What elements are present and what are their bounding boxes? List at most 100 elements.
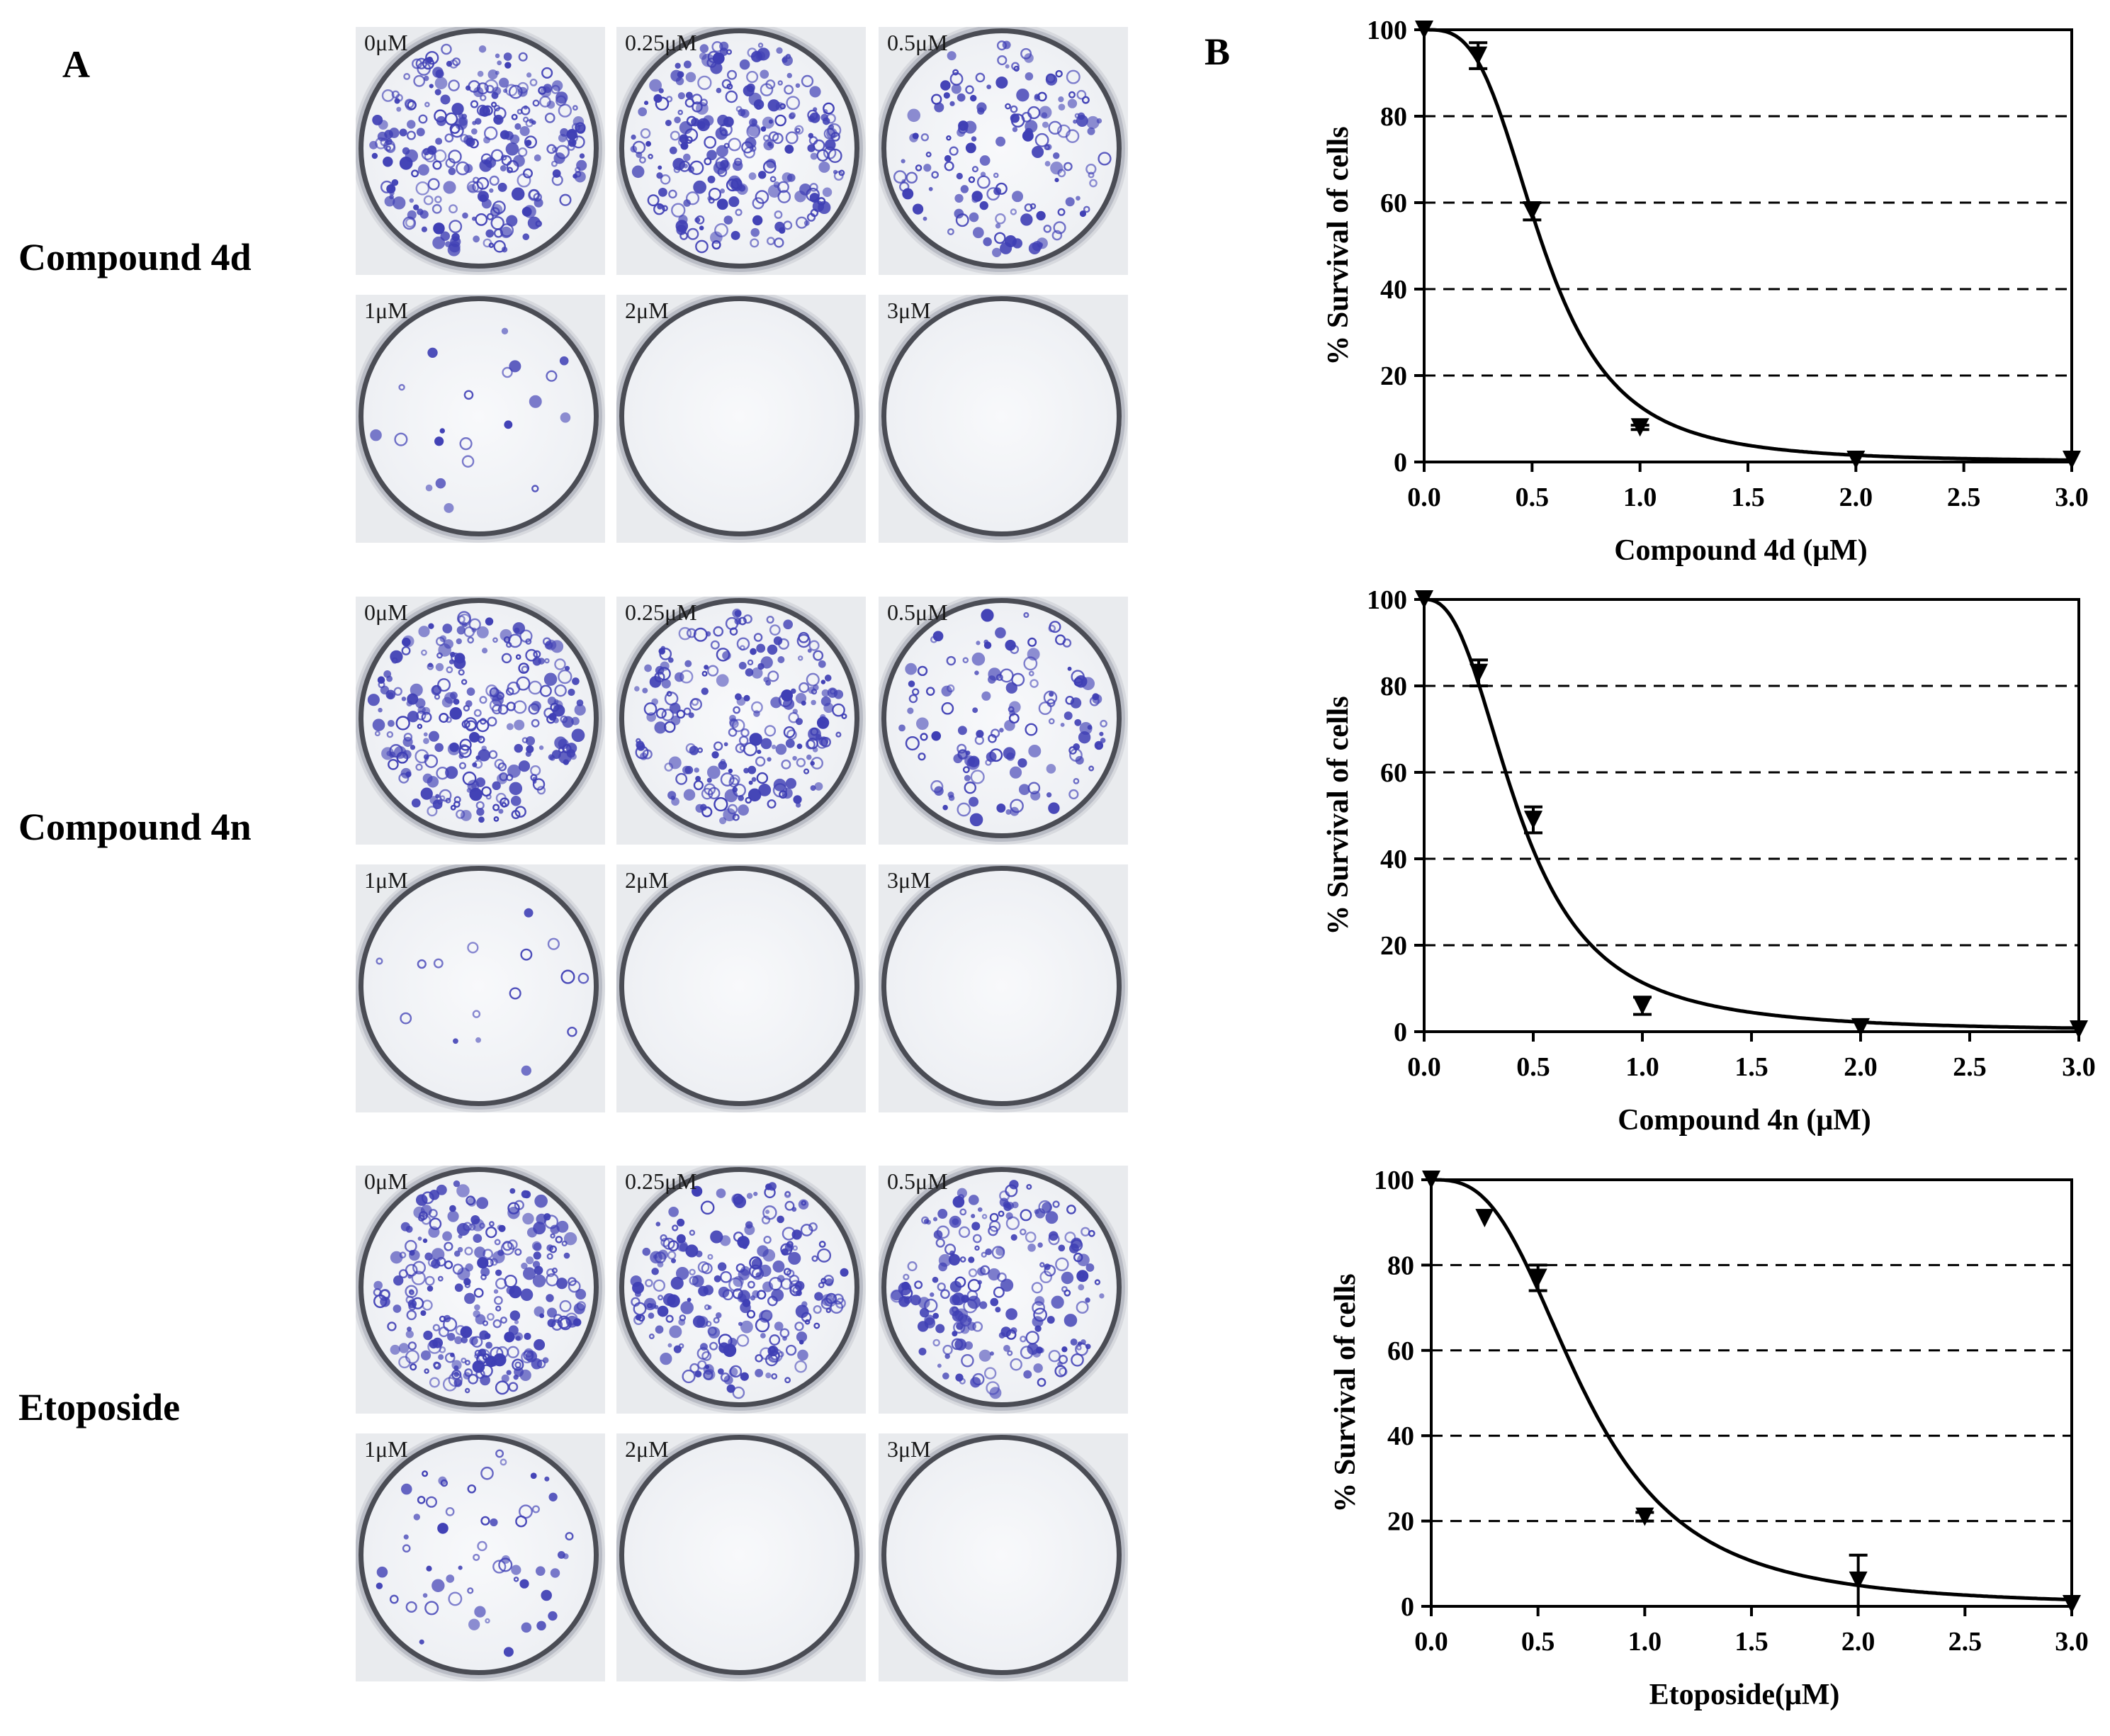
culture-plate: 0μM [356,1166,605,1414]
culture-plate: 0.25μM [616,27,866,275]
x-tick-label: 2.0 [1839,483,1873,512]
petri-dish [881,28,1122,269]
data-point [1528,1268,1547,1287]
colonies [370,327,571,513]
data-point [1422,1171,1440,1189]
culture-plate: 2μM [616,295,866,543]
y-tick-label: 100 [1374,1166,1414,1195]
x-tick-label: 1.0 [1628,1627,1662,1657]
colonies [630,41,845,254]
data-point [1475,1209,1494,1228]
y-axis-label: % Survival of cells [1329,1273,1362,1512]
compound-label: Compound 4d [18,236,252,278]
panel-b-label: B [1204,30,1231,73]
y-tick-label: 20 [1380,361,1407,391]
data-point [2070,1020,2088,1039]
x-axis-label: Compound 4d (μM) [1614,534,1868,567]
y-tick-label: 60 [1380,758,1407,788]
colonies [369,43,587,257]
data-point [1851,1018,1870,1037]
dose-label: 0.5μM [887,30,948,55]
y-axis-label: % Survival of cells [1322,126,1355,365]
culture-plate: 0.5μM [879,1166,1128,1414]
dose-label: 0μM [364,599,408,625]
x-tick-label: 0.0 [1407,483,1441,512]
dose-label: 1μM [364,1436,408,1462]
petri-dish [619,296,859,536]
x-tick-label: 2.5 [1948,1627,1982,1657]
x-tick-label: 1.0 [1625,1052,1659,1082]
culture-plate: 0μM [356,27,605,275]
petri-dish [619,866,859,1106]
y-tick-label: 100 [1367,16,1407,45]
culture-plate: 0.25μM [616,1166,866,1414]
petri-dish [619,1435,859,1675]
y-tick-label: 80 [1380,102,1407,132]
data-point [2063,1594,2081,1613]
colonies [376,1449,574,1657]
x-tick-label: 2.0 [1841,1627,1875,1657]
petri-dish [881,866,1122,1106]
x-tick-label: 2.5 [1947,483,1981,512]
x-tick-label: 3.0 [2055,483,2089,512]
x-tick-label: 1.5 [1734,1627,1768,1657]
x-tick-label: 0.5 [1516,483,1550,512]
dose-label: 1μM [364,867,408,893]
dose-label: 3μM [887,298,931,323]
y-tick-label: 40 [1387,1421,1414,1451]
data-point [1633,996,1652,1015]
plot-frame [1423,28,2073,463]
y-tick-label: 80 [1380,672,1407,701]
fit-curve [1424,597,2079,1030]
culture-plate: 1μM [356,295,605,543]
x-axis-label: Compound 4n (μM) [1618,1104,1871,1137]
dose-label: 0μM [364,30,408,55]
y-tick-label: 20 [1387,1507,1414,1537]
y-tick-label: 20 [1380,931,1407,961]
colonies [890,1180,1105,1399]
x-tick-label: 1.0 [1623,483,1657,512]
y-tick-label: 60 [1380,188,1407,218]
petri-dish [359,296,599,536]
plot-frame [1423,598,2080,1033]
data-point [1849,1571,1868,1590]
x-tick-label: 0.5 [1516,1052,1550,1082]
y-tick-label: 0 [1401,1592,1414,1622]
data-point [1846,450,1866,469]
petri-dish [881,1435,1122,1675]
culture-plate: 0.25μM [616,597,866,845]
fit-curve [1431,1178,2072,1602]
x-axis-label: Etoposide(μM) [1649,1679,1840,1711]
plot-frame [1430,1178,2073,1608]
dose-label: 0μM [364,1168,408,1194]
dose-label: 3μM [887,1436,931,1462]
colonies [376,908,589,1076]
dose-label: 2μM [625,1436,669,1462]
x-tick-label: 3.0 [2055,1627,2089,1657]
compound-label: Compound 4n [18,806,252,848]
dose-label: 0.25μM [625,30,697,55]
y-tick-label: 0 [1394,1018,1407,1047]
culture-plate: 0.5μM [879,27,1128,275]
dose-label: 1μM [364,298,408,323]
petri-dish [881,296,1122,536]
colonies [630,1182,849,1399]
y-axis-label: % Survival of cells [1322,696,1355,935]
dose-label: 0.25μM [625,599,697,625]
y-tick-label: 0 [1394,448,1407,478]
x-tick-label: 0.0 [1407,1052,1441,1082]
x-tick-label: 1.5 [1731,483,1765,512]
survival-chart: 0 20 40 60 80 100 0.0 0.5 1.0 1.5 2.0 2.5 3.0 Etoposi… [1329,1166,2089,1711]
data-point [1469,46,1488,65]
colonies [898,609,1107,827]
culture-plate: 1μM [356,864,605,1112]
data-point [1524,811,1542,830]
dose-label: 3μM [887,867,931,893]
culture-plate: 0μM [356,597,605,845]
y-tick-label: 100 [1367,585,1407,615]
dose-label: 2μM [625,298,669,323]
y-tick-label: 40 [1380,275,1407,305]
x-tick-label: 0.0 [1414,1627,1448,1657]
data-point [1415,590,1433,609]
data-point [1630,418,1649,437]
